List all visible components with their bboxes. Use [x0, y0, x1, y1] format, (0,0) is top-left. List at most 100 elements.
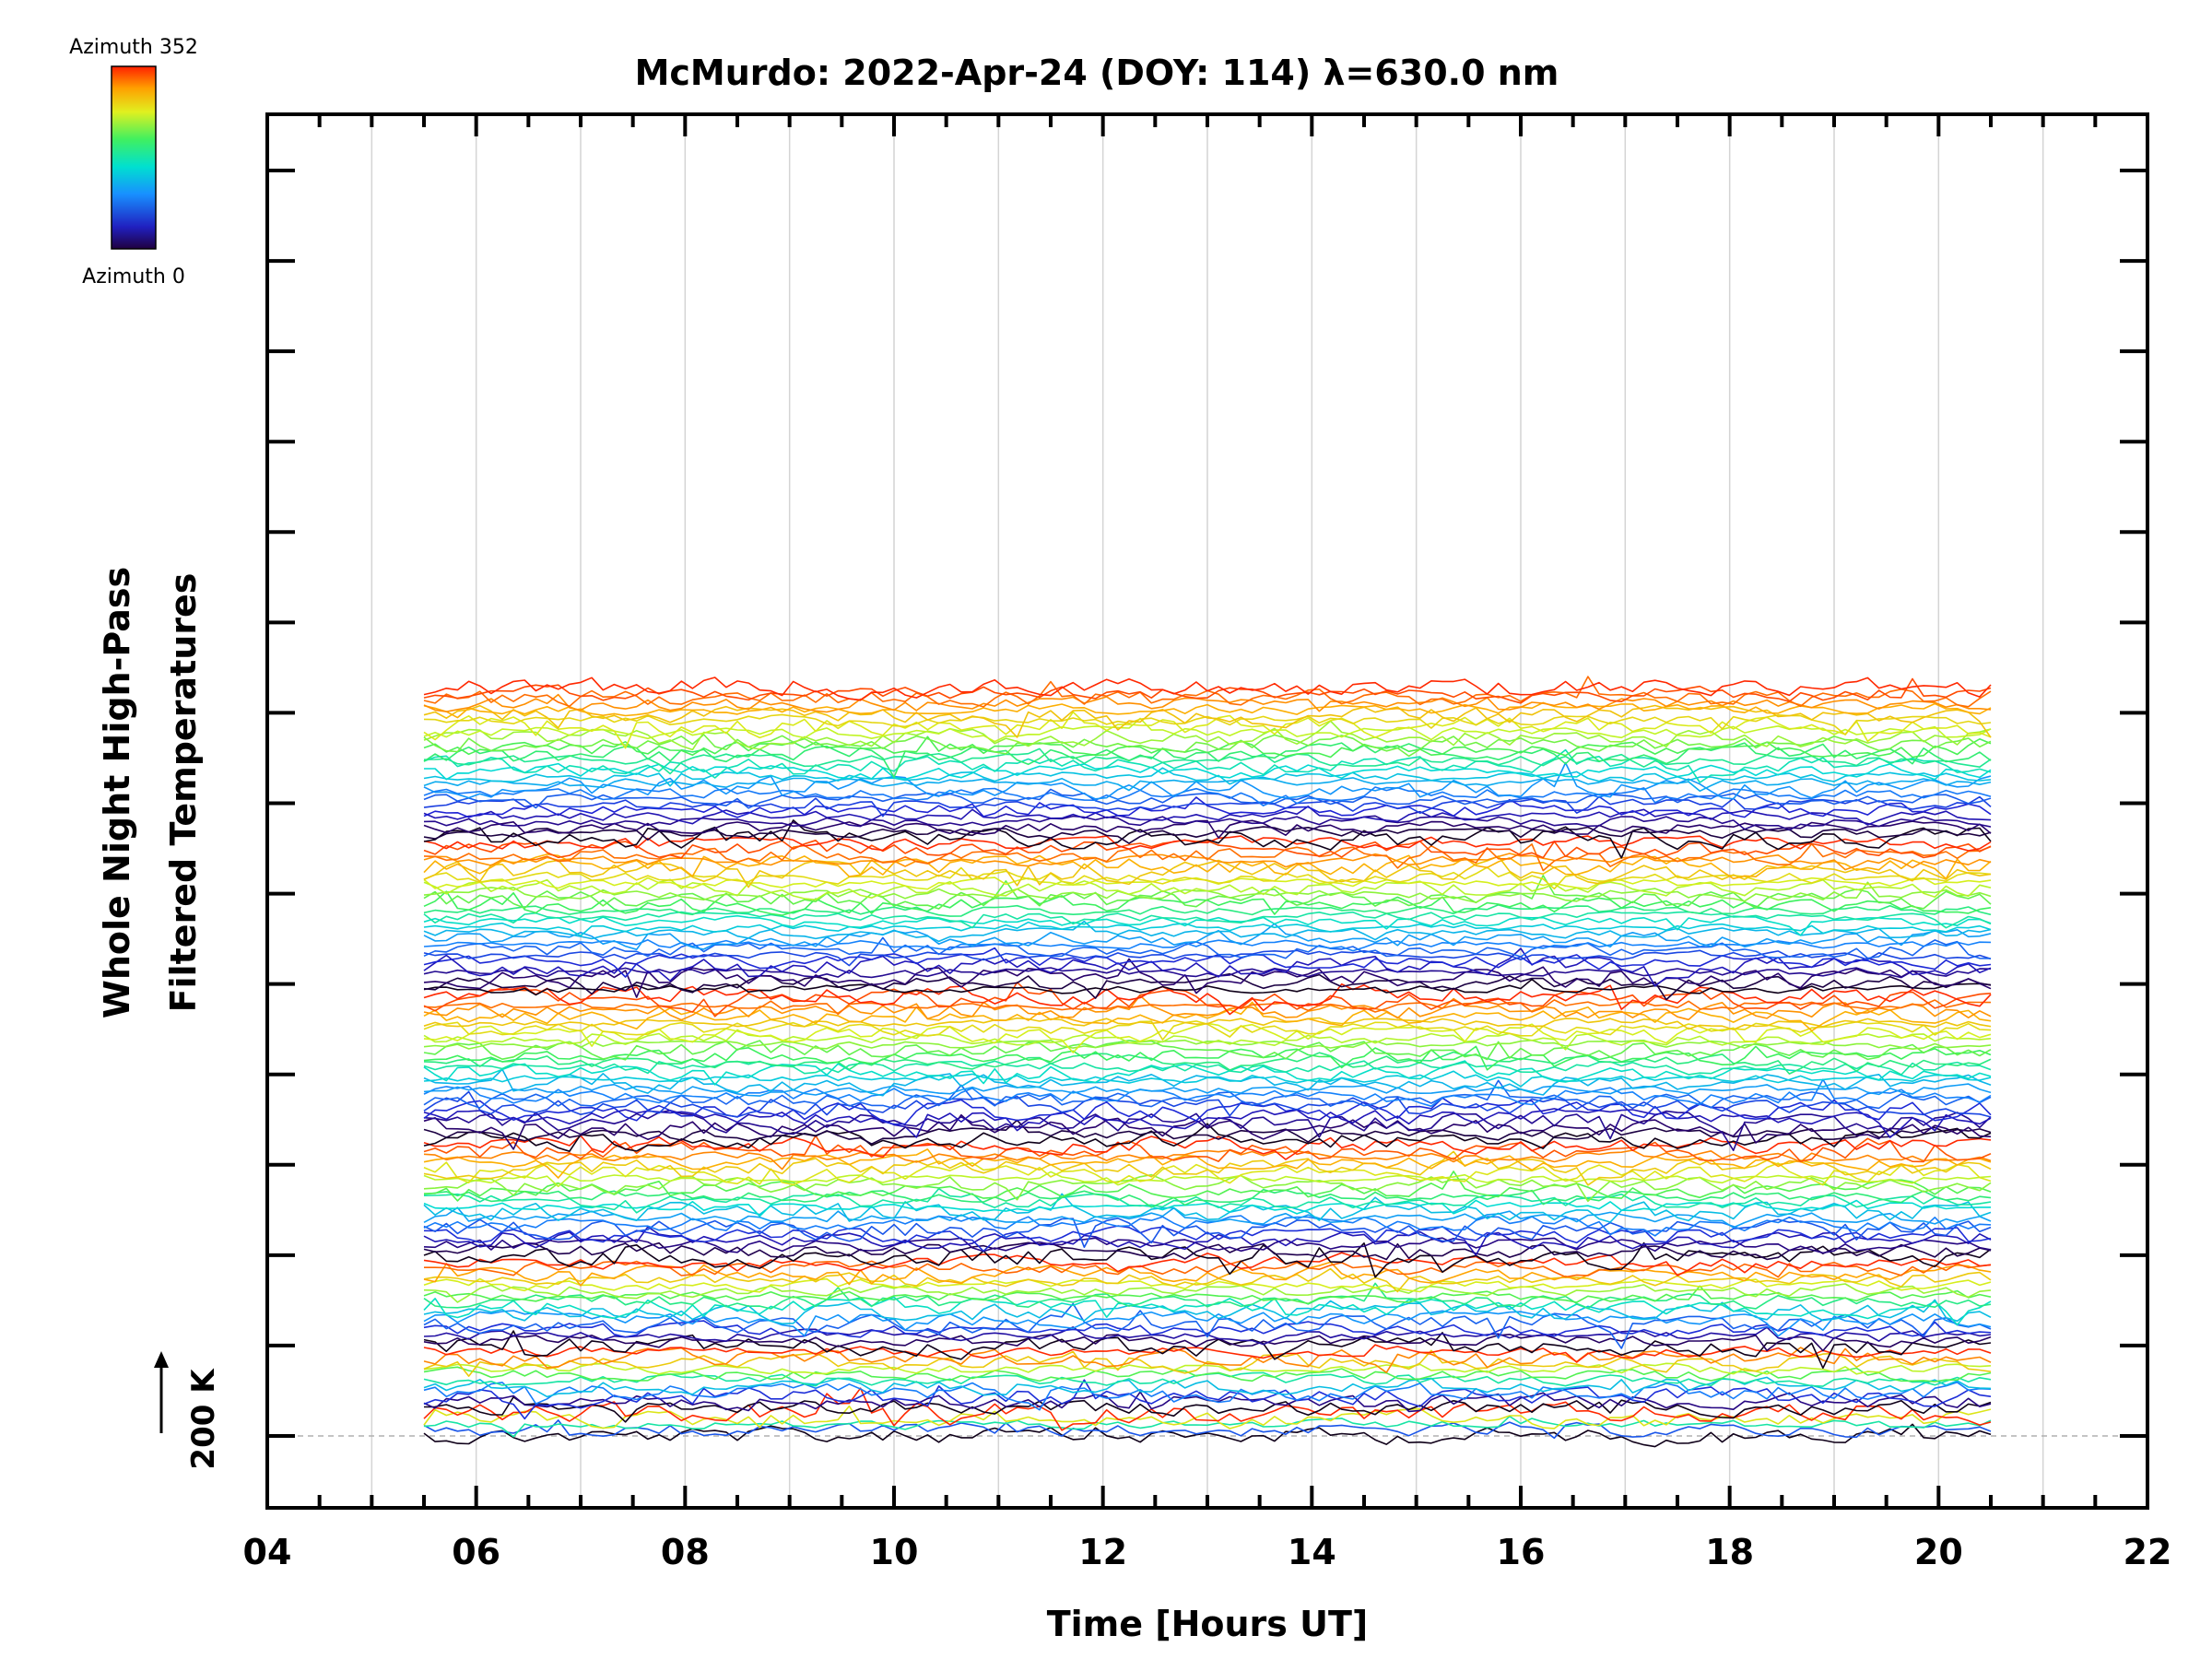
chart-title: McMurdo: 2022-Apr-24 (DOY: 114) λ=630.0 …	[635, 53, 1559, 93]
series-line	[423, 1310, 1992, 1337]
series-line	[423, 1078, 1992, 1107]
series-line	[423, 1039, 1992, 1050]
series-line	[423, 947, 1992, 987]
x-tick-label: 18	[1705, 1532, 1754, 1572]
series-line	[423, 1206, 1992, 1229]
series-line	[423, 1029, 1992, 1051]
series-line	[423, 1396, 1992, 1423]
series-line	[423, 1040, 1992, 1061]
series-line	[423, 853, 1992, 880]
series-line	[423, 1060, 1992, 1076]
series-line	[423, 1299, 1992, 1324]
series-line	[423, 1123, 1992, 1152]
series-line	[423, 1193, 1992, 1223]
series-line	[423, 982, 1992, 1018]
series-line	[423, 978, 1992, 996]
series-line	[423, 947, 1992, 978]
colorbar-gradient	[111, 65, 157, 250]
series-line	[423, 1113, 1992, 1150]
series-line	[423, 677, 1992, 701]
series-line	[423, 1150, 1992, 1186]
series-line	[423, 795, 1992, 818]
series-line	[423, 1070, 1992, 1088]
series-line	[423, 1252, 1992, 1277]
series-line	[423, 1079, 1992, 1110]
series-line	[424, 762, 1992, 781]
series-line	[423, 1326, 1992, 1346]
series-line	[423, 903, 1992, 917]
y-axis-label-line2: Filtered Temperatures	[163, 573, 204, 1013]
y-axis-label: Whole Night High-Pass Filtered Temperatu…	[97, 567, 204, 1018]
series-line	[423, 1334, 1992, 1352]
series-line	[423, 748, 1992, 783]
series-line	[423, 1379, 1992, 1420]
series-line	[423, 788, 1992, 809]
x-tick-label: 06	[452, 1532, 500, 1572]
series-line	[423, 1302, 1992, 1349]
series-line	[423, 1362, 1992, 1375]
series-line	[423, 1188, 1992, 1208]
series-line	[423, 1415, 1992, 1438]
series-line	[423, 701, 1992, 719]
series-line	[423, 1382, 1992, 1411]
series-line	[423, 1083, 1992, 1097]
series-line	[423, 1366, 1992, 1382]
series-line	[423, 1135, 1992, 1163]
series-line	[423, 1277, 1992, 1293]
series-line	[423, 819, 1992, 839]
series-line	[423, 815, 1992, 831]
series-line	[423, 1349, 1992, 1377]
series-line	[423, 994, 1992, 1021]
x-tick-label: 08	[661, 1532, 710, 1572]
x-tick-label: 16	[1497, 1532, 1546, 1572]
series-line	[423, 776, 1992, 793]
x-tick-label: 04	[243, 1532, 292, 1572]
x-tick-label: 14	[1288, 1532, 1336, 1572]
x-tick-label: 10	[870, 1532, 919, 1572]
series-line	[423, 819, 1992, 859]
scale-arrow-head	[154, 1351, 169, 1368]
series-line	[423, 920, 1992, 943]
series-line	[423, 704, 1992, 738]
series-line	[423, 796, 1992, 818]
colorbar-top-label: Azimuth 352	[69, 36, 198, 59]
series-line	[423, 1423, 1992, 1448]
series-line	[423, 923, 1992, 950]
series-line	[424, 1260, 1992, 1278]
x-tick-label: 12	[1078, 1532, 1127, 1572]
colorbar: Azimuth 352 Azimuth 0	[69, 36, 198, 288]
series-group	[423, 676, 1992, 1448]
series-line	[423, 1090, 1992, 1118]
series-line	[423, 734, 1992, 758]
series-line	[423, 853, 1992, 871]
series-line	[423, 1267, 1992, 1293]
series-line	[423, 1218, 1992, 1248]
series-line	[423, 735, 1992, 759]
series-line	[423, 720, 1992, 751]
series-line	[423, 1282, 1992, 1310]
series-line	[423, 1199, 1991, 1218]
series-line	[423, 1161, 1992, 1186]
series-line	[423, 982, 1992, 1016]
series-line	[423, 1060, 1992, 1086]
series-line	[423, 1149, 1992, 1171]
series-line	[423, 1296, 1992, 1326]
series-line	[423, 1285, 1992, 1305]
series-line	[423, 1237, 1992, 1254]
series-line	[423, 747, 1992, 775]
series-line	[423, 972, 1992, 1001]
series-line	[423, 1320, 1992, 1338]
series-line	[423, 839, 1992, 859]
series-line	[423, 1225, 1992, 1253]
series-line	[423, 826, 1992, 844]
series-line	[423, 835, 1992, 852]
series-line	[423, 1148, 1992, 1179]
x-axis-label: Time [Hours UT]	[1047, 1604, 1369, 1644]
series-line	[423, 1045, 1992, 1071]
series-line	[423, 1241, 1992, 1278]
series-line	[423, 936, 1992, 959]
series-line	[423, 1097, 1992, 1125]
series-line	[423, 1419, 1992, 1440]
series-line	[423, 1108, 1992, 1138]
